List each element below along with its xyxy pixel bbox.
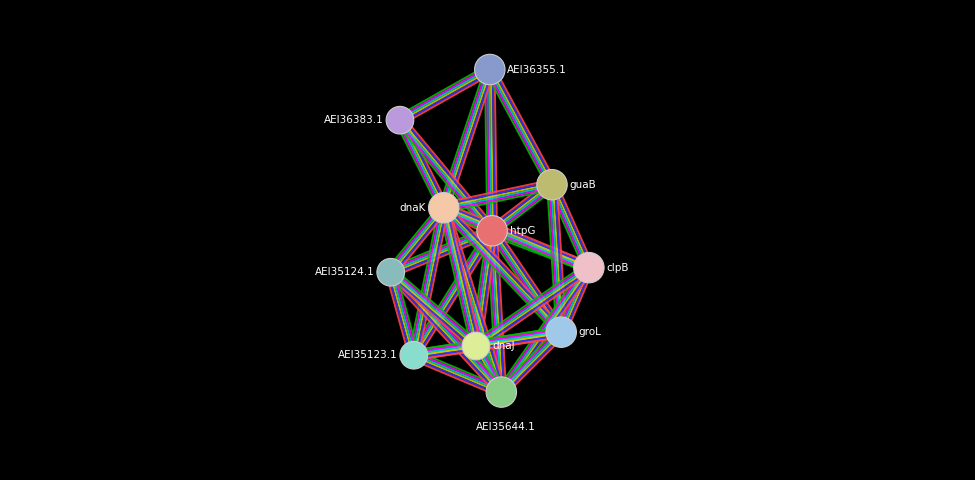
Text: AEI35644.1: AEI35644.1 — [476, 421, 536, 432]
Circle shape — [487, 377, 517, 407]
Circle shape — [475, 54, 505, 84]
Text: AEI35123.1: AEI35123.1 — [338, 350, 398, 360]
Text: AEI36355.1: AEI36355.1 — [507, 64, 567, 74]
Circle shape — [429, 192, 459, 223]
Text: AEI36383.1: AEI36383.1 — [324, 115, 384, 125]
Circle shape — [400, 341, 428, 369]
Text: guaB: guaB — [569, 180, 597, 190]
Circle shape — [537, 169, 567, 200]
Circle shape — [546, 317, 576, 348]
Circle shape — [462, 332, 489, 360]
Text: dnaK: dnaK — [400, 203, 426, 213]
Text: htpG: htpG — [510, 226, 535, 236]
Circle shape — [573, 252, 604, 283]
Circle shape — [477, 216, 507, 246]
Circle shape — [386, 107, 413, 134]
Text: dnaJ: dnaJ — [492, 341, 515, 351]
Circle shape — [377, 258, 405, 286]
Text: AEI35124.1: AEI35124.1 — [315, 267, 374, 277]
Text: clpB: clpB — [606, 263, 629, 273]
Text: groL: groL — [579, 327, 602, 337]
